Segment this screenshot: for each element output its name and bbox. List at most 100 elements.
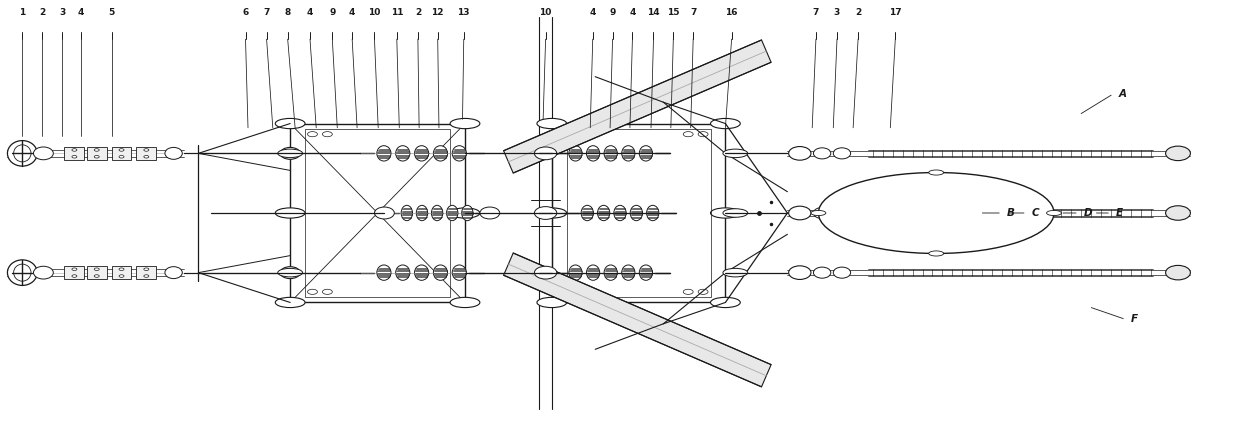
Ellipse shape	[453, 265, 466, 280]
Ellipse shape	[377, 265, 391, 280]
Ellipse shape	[446, 205, 458, 221]
Ellipse shape	[698, 289, 708, 294]
Ellipse shape	[630, 205, 642, 221]
Circle shape	[711, 208, 740, 218]
Ellipse shape	[582, 205, 594, 221]
Ellipse shape	[119, 275, 124, 277]
Ellipse shape	[144, 155, 149, 158]
Ellipse shape	[396, 146, 409, 161]
Circle shape	[537, 118, 567, 129]
Ellipse shape	[646, 205, 658, 221]
Ellipse shape	[789, 147, 811, 160]
Circle shape	[537, 208, 567, 218]
Ellipse shape	[72, 149, 77, 151]
Ellipse shape	[308, 289, 317, 294]
Bar	[112, 266, 131, 279]
Text: 4: 4	[629, 8, 636, 17]
Circle shape	[711, 118, 740, 129]
Ellipse shape	[621, 146, 635, 161]
Ellipse shape	[308, 132, 317, 137]
Circle shape	[811, 210, 826, 216]
Ellipse shape	[432, 205, 443, 221]
Bar	[64, 147, 84, 160]
Text: 2: 2	[414, 8, 422, 17]
Ellipse shape	[683, 289, 693, 294]
Ellipse shape	[614, 205, 626, 221]
Ellipse shape	[7, 260, 37, 285]
Bar	[552, 124, 725, 302]
Ellipse shape	[598, 205, 610, 221]
Circle shape	[275, 297, 305, 308]
Bar	[112, 147, 131, 160]
Ellipse shape	[414, 146, 429, 161]
Ellipse shape	[534, 147, 557, 160]
Ellipse shape	[144, 275, 149, 277]
Ellipse shape	[14, 264, 31, 281]
Text: 10: 10	[539, 8, 552, 17]
Ellipse shape	[833, 148, 851, 159]
Circle shape	[818, 173, 1054, 253]
Ellipse shape	[33, 266, 53, 279]
Text: 3: 3	[58, 8, 66, 17]
Ellipse shape	[322, 289, 332, 294]
Circle shape	[450, 208, 480, 218]
Text: 6: 6	[242, 8, 249, 17]
Circle shape	[711, 297, 740, 308]
Ellipse shape	[7, 141, 37, 166]
Ellipse shape	[165, 147, 182, 159]
Ellipse shape	[789, 266, 811, 279]
Polygon shape	[503, 253, 771, 387]
Text: 5: 5	[108, 8, 115, 17]
Circle shape	[450, 297, 480, 308]
Text: 10: 10	[368, 8, 381, 17]
Text: 7: 7	[689, 8, 697, 17]
Ellipse shape	[144, 268, 149, 271]
Ellipse shape	[72, 268, 77, 271]
Ellipse shape	[72, 275, 77, 277]
Circle shape	[278, 149, 303, 158]
Ellipse shape	[119, 268, 124, 271]
Ellipse shape	[119, 149, 124, 151]
Bar	[87, 147, 107, 160]
Bar	[64, 266, 84, 279]
Bar	[136, 266, 156, 279]
Circle shape	[1047, 210, 1061, 216]
Ellipse shape	[377, 146, 391, 161]
Bar	[87, 266, 107, 279]
Ellipse shape	[396, 265, 409, 280]
Ellipse shape	[833, 207, 851, 219]
Ellipse shape	[640, 146, 652, 161]
Bar	[290, 124, 465, 302]
Ellipse shape	[461, 205, 472, 221]
Text: C: C	[1032, 208, 1039, 218]
Ellipse shape	[414, 265, 429, 280]
Bar	[567, 129, 711, 297]
Circle shape	[723, 209, 748, 217]
Bar	[305, 129, 450, 297]
Circle shape	[723, 149, 748, 158]
Text: 7: 7	[812, 8, 820, 17]
Ellipse shape	[587, 265, 600, 280]
Ellipse shape	[698, 132, 708, 137]
Text: B: B	[1007, 208, 1014, 218]
Ellipse shape	[94, 268, 99, 271]
Polygon shape	[503, 40, 771, 173]
Ellipse shape	[604, 265, 618, 280]
Circle shape	[723, 268, 748, 277]
Text: 12: 12	[432, 8, 444, 17]
Ellipse shape	[94, 155, 99, 158]
Ellipse shape	[1166, 265, 1190, 280]
Ellipse shape	[833, 267, 851, 278]
Text: 13: 13	[458, 8, 470, 17]
Circle shape	[450, 118, 480, 129]
Ellipse shape	[683, 132, 693, 137]
Ellipse shape	[621, 265, 635, 280]
Text: 4: 4	[306, 8, 314, 17]
Ellipse shape	[14, 145, 31, 162]
Ellipse shape	[280, 147, 300, 159]
Ellipse shape	[453, 146, 466, 161]
Ellipse shape	[402, 205, 413, 221]
Circle shape	[278, 268, 303, 277]
Ellipse shape	[569, 265, 582, 280]
Text: 2: 2	[38, 8, 46, 17]
